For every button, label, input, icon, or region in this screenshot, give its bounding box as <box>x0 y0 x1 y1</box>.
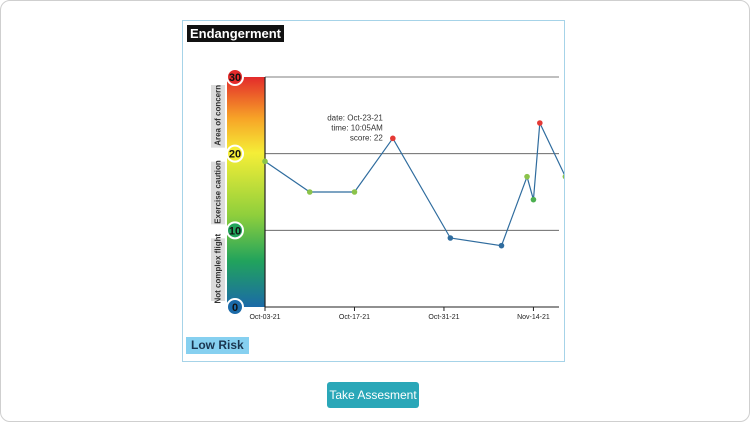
y-tick-label: 30 <box>229 72 241 84</box>
take-assessment-button[interactable]: Take Assesment <box>327 382 419 408</box>
y-tick-marker <box>226 221 244 240</box>
zone-label-bg <box>211 238 225 301</box>
y-tick-label: 0 <box>232 302 238 314</box>
data-point[interactable] <box>351 189 358 195</box>
zone-label: Not complex flight <box>214 233 223 303</box>
y-tick-marker <box>226 68 244 86</box>
data-point[interactable] <box>447 235 454 241</box>
y-tick-label: 20 <box>229 149 241 161</box>
zone-label: Exercise caution <box>214 160 223 224</box>
tooltip-line: score: 22 <box>350 133 383 142</box>
tooltip-line: time: 10:05AM <box>331 123 383 132</box>
data-point[interactable] <box>306 189 313 195</box>
zone-label-bg <box>211 161 225 225</box>
y-tick-marker <box>226 298 244 316</box>
tooltip-line: date: Oct-23-21 <box>327 113 383 122</box>
risk-level-badge: Low Risk <box>186 337 249 354</box>
data-point[interactable] <box>537 120 543 126</box>
score-line <box>264 120 564 247</box>
y-tick-label: 10 <box>229 225 241 237</box>
data-point[interactable] <box>498 242 505 249</box>
data-point[interactable] <box>524 173 530 180</box>
data-point[interactable] <box>390 135 396 142</box>
data-point[interactable] <box>530 196 537 203</box>
x-tick-label: Nov-14-21 <box>517 314 550 321</box>
chart-card: Area of concern Exercise caution Not compl… <box>182 20 565 362</box>
risk-gradient-bar <box>227 77 265 307</box>
x-tick-label: Oct-03-21 <box>249 314 280 321</box>
x-tick-label: Oct-31-21 <box>428 314 459 321</box>
chart-title: Endangerment <box>187 25 285 42</box>
zone-label-bg <box>211 85 225 148</box>
data-point[interactable] <box>562 174 564 180</box>
x-tick-label: Oct-17-21 <box>339 314 370 321</box>
zone-label: Area of concern <box>214 85 223 146</box>
data-point[interactable] <box>262 158 268 165</box>
endangerment-chart: Area of concern Exercise caution Not compl… <box>211 68 564 321</box>
y-tick-marker <box>226 144 244 163</box>
